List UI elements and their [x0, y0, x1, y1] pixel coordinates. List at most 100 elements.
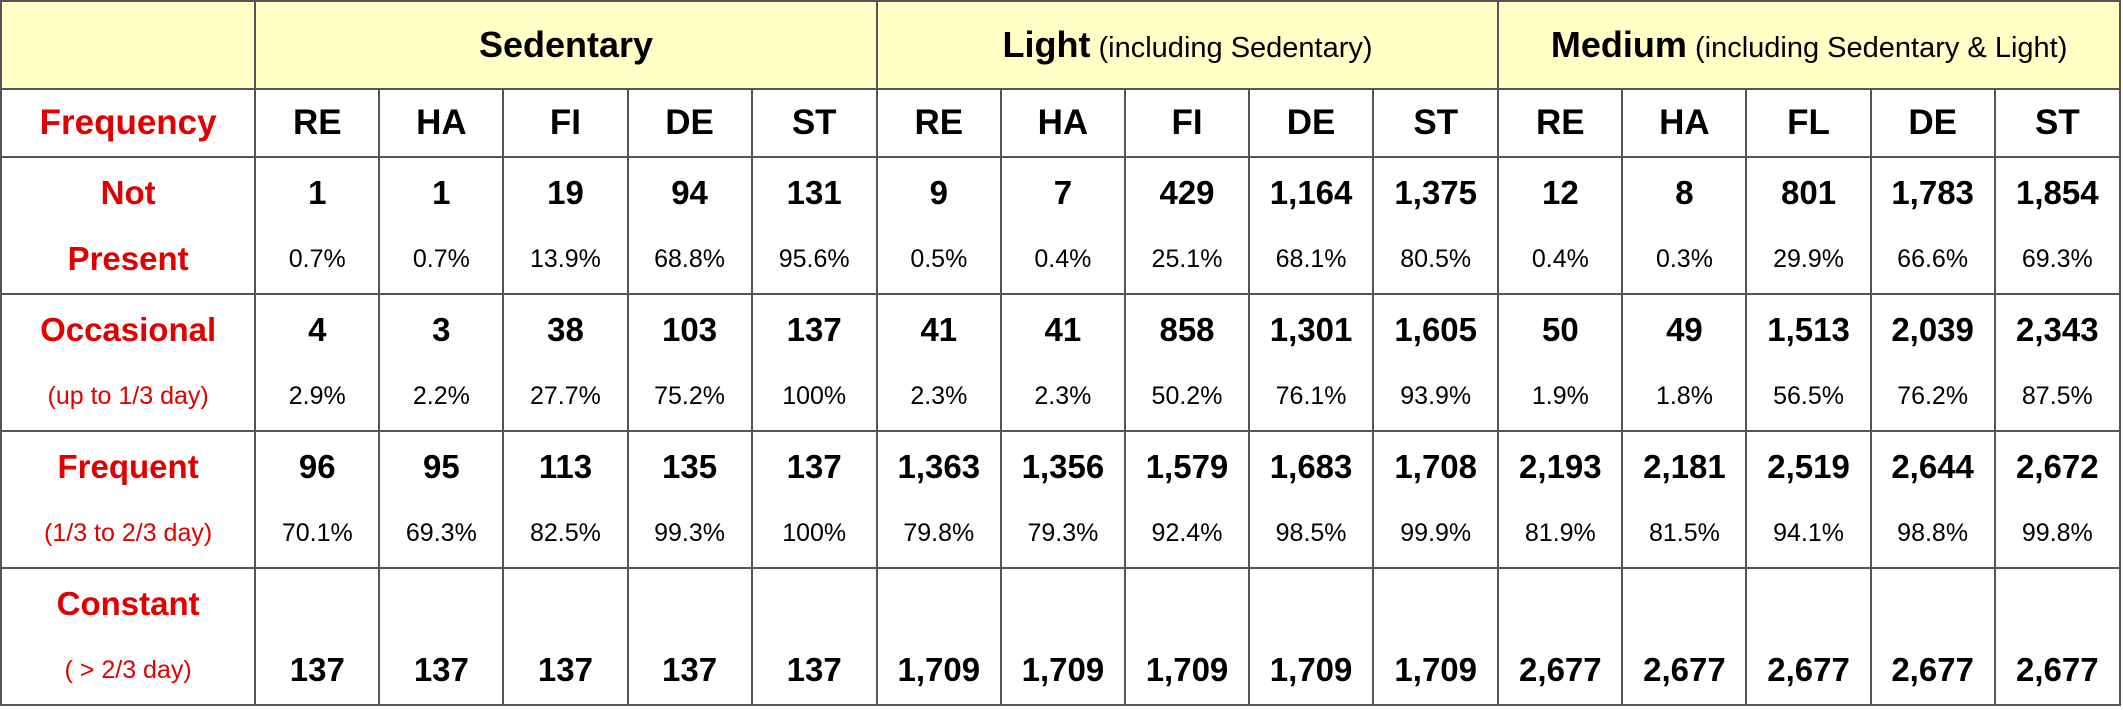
count-value: 50 — [1541, 310, 1579, 348]
data-cell: 1,708 99.9% — [1372, 430, 1500, 569]
percent-value: 50.2% — [1151, 381, 1223, 410]
data-cell: 1,301 76.1% — [1248, 293, 1375, 432]
percent-value: 69.3% — [2021, 244, 2093, 273]
data-cell: 1,356 79.3% — [999, 430, 1126, 569]
data-cell: 1 0.7% — [254, 156, 381, 295]
count-value: 41 — [920, 310, 958, 348]
data-cell: 2,677 — [1621, 567, 1748, 706]
percent-value: 0.3% — [1655, 244, 1713, 273]
count-value: 1,709 — [1145, 650, 1229, 688]
column-header: ST — [750, 88, 878, 158]
data-cell: 2,677 — [1745, 567, 1872, 706]
percent-value: 100% — [782, 518, 847, 547]
column-header: FI — [502, 88, 629, 158]
data-cell: 94 68.8% — [626, 156, 753, 295]
count-value: 8 — [1675, 173, 1694, 211]
data-cell: 137 — [750, 567, 878, 706]
data-cell: 1,709 — [999, 567, 1126, 706]
column-header: FI — [1123, 88, 1251, 158]
data-cell: 1,709 — [875, 567, 1002, 706]
count-value: 9 — [929, 173, 948, 211]
percent-value: 92.4% — [1151, 518, 1223, 547]
data-cell: 49 1.8% — [1621, 293, 1748, 432]
percent-value: 69.3% — [405, 518, 477, 547]
data-cell: 2,193 81.9% — [1497, 430, 1624, 569]
column-header: DE — [1248, 88, 1375, 158]
count-value: 137 — [662, 650, 718, 688]
percent-value: 79.8% — [903, 518, 975, 547]
column-header: HA — [999, 88, 1126, 158]
data-cell: 137 100% — [750, 293, 878, 432]
count-value: 2,039 — [1891, 310, 1974, 348]
percent-value: 76.1% — [1275, 381, 1347, 410]
data-cell: 2,519 94.1% — [1745, 430, 1872, 569]
percent-value: 1.9% — [1531, 381, 1589, 410]
count-value: 801 — [1781, 173, 1837, 211]
count-value: 2,677 — [1519, 650, 1602, 688]
count-value: 1,605 — [1394, 310, 1478, 348]
percent-value: 76.2% — [1897, 381, 1969, 410]
count-value: 19 — [547, 173, 584, 211]
row-label: Occasional (up to 1/3 day) — [0, 293, 257, 432]
percent-value: 82.5% — [530, 518, 601, 547]
data-cell: 137 — [254, 567, 381, 706]
count-value: 2,677 — [1891, 650, 1974, 688]
data-cell: 135 99.3% — [626, 430, 753, 569]
percent-value: 81.5% — [1648, 518, 1720, 547]
data-cell: 4 2.9% — [254, 293, 381, 432]
data-cell: 801 29.9% — [1745, 156, 1872, 295]
percent-value: 68.1% — [1275, 244, 1347, 273]
data-cell: 858 50.2% — [1123, 293, 1251, 432]
row-label: Frequent (1/3 to 2/3 day) — [0, 430, 257, 569]
count-value: 94 — [671, 173, 708, 211]
data-cell: 7 0.4% — [999, 156, 1126, 295]
data-cell: 1,783 66.6% — [1869, 156, 1996, 295]
percent-value: 2.2% — [412, 381, 470, 410]
percent-value: 29.9% — [1773, 244, 1844, 273]
data-cell: 2,677 — [1497, 567, 1624, 706]
data-cell: 1 0.7% — [378, 156, 505, 295]
data-cell: 50 1.9% — [1497, 293, 1624, 432]
data-cell: 19 13.9% — [502, 156, 629, 295]
column-header: ST — [1372, 88, 1500, 158]
data-cell: 2,181 81.5% — [1621, 430, 1748, 569]
column-header: FL — [1745, 88, 1872, 158]
percent-value: 0.7% — [412, 244, 470, 273]
group-header-medium: Medium (including Sedentary & Light) — [1497, 0, 2121, 90]
count-value: 1,854 — [2016, 173, 2099, 211]
count-value: 1 — [432, 173, 451, 211]
percent-value: 99.9% — [1400, 518, 1472, 547]
data-cell: 38 27.7% — [502, 293, 629, 432]
data-cell: 1,683 98.5% — [1248, 430, 1375, 569]
table-row: Not Present 1 0.7% 1 0.7% 19 13.9% 94 68.8% 131 95.… — [0, 156, 2122, 295]
percent-value: 2.3% — [1034, 381, 1092, 410]
table-row: Constant ( > 2/3 day) 137 137 137 137 137 1,709… — [0, 567, 2122, 706]
count-value: 137 — [786, 650, 842, 688]
count-value: 1,513 — [1767, 310, 1850, 348]
percent-value: 94.1% — [1773, 518, 1844, 547]
percent-value: 27.7% — [530, 381, 601, 410]
percent-value: 1.8% — [1655, 381, 1713, 410]
percent-value: 98.8% — [1897, 518, 1969, 547]
count-value: 1,709 — [1021, 650, 1105, 688]
column-header: HA — [1621, 88, 1748, 158]
group-header-row: Sedentary Light (including Sedentary) Me… — [0, 0, 2121, 90]
data-cell: 1,709 — [1248, 567, 1375, 706]
percent-value: 0.7% — [288, 244, 346, 273]
percent-value: 98.5% — [1275, 518, 1347, 547]
data-cell: 3 2.2% — [378, 293, 505, 432]
count-value: 1,301 — [1269, 310, 1353, 348]
count-value: 1 — [308, 173, 327, 211]
column-header: RE — [254, 88, 381, 158]
row-label-sub: ( > 2/3 day) — [64, 655, 192, 684]
data-cell: 137 — [378, 567, 505, 706]
column-header: DE — [626, 88, 753, 158]
row-label-main: Not — [100, 173, 156, 211]
count-value: 38 — [547, 310, 584, 348]
count-value: 135 — [662, 447, 718, 485]
data-cell: 1,709 — [1123, 567, 1251, 706]
percent-value: 99.8% — [2021, 518, 2093, 547]
count-value: 131 — [786, 173, 842, 211]
percent-value: 0.5% — [910, 244, 968, 273]
percent-value: 25.1% — [1151, 244, 1223, 273]
